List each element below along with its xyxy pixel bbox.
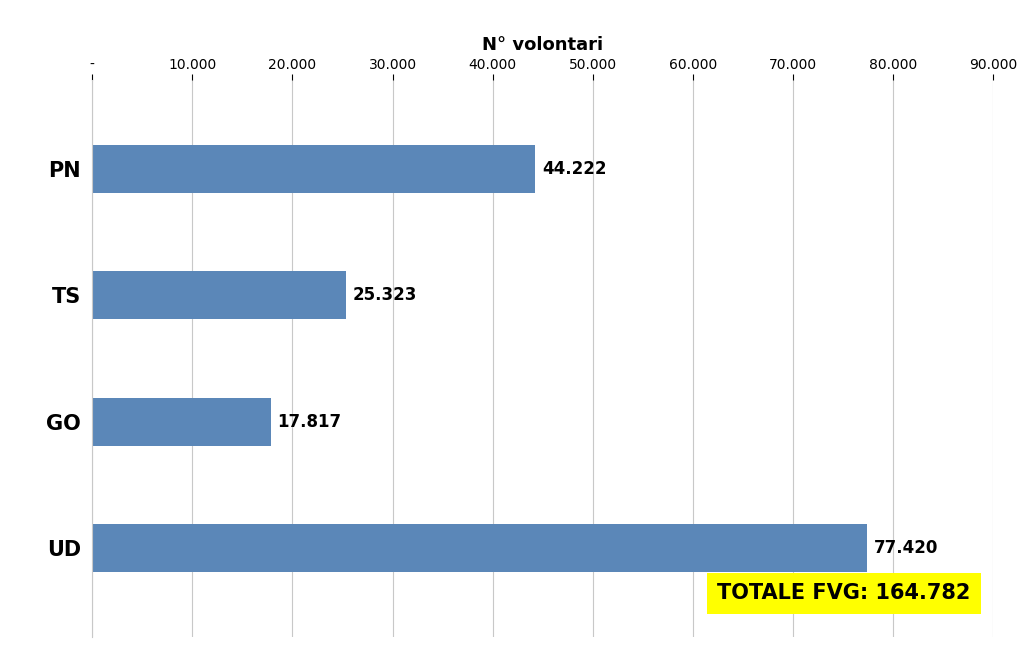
X-axis label: N° volontari: N° volontari (482, 36, 603, 54)
Bar (92, 397, 270, 446)
Bar (92, 524, 867, 572)
Text: 77.420: 77.420 (874, 539, 939, 557)
Text: 25.323: 25.323 (352, 286, 417, 304)
Text: 17.817: 17.817 (278, 413, 342, 431)
Bar (92, 271, 346, 320)
Text: 44.222: 44.222 (542, 160, 606, 178)
Bar (92, 145, 535, 193)
Text: TOTALE FVG: 164.782: TOTALE FVG: 164.782 (718, 583, 971, 603)
